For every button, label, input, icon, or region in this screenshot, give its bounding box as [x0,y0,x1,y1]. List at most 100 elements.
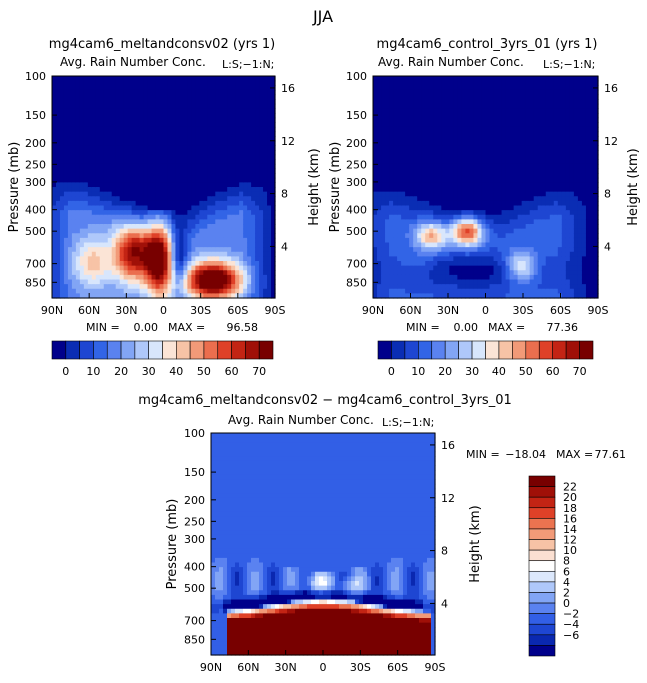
heatmap-cell [179,256,185,262]
heatmap-cell [91,140,97,146]
heatmap-cell [91,279,97,285]
heatmap-cell [143,163,149,170]
heatmap-cell [215,261,220,267]
heatmap-cell [493,103,499,109]
heatmap-cell [231,191,236,197]
heatmap-cell [425,145,430,151]
heatmap-cell [553,154,559,160]
heatmap-cell [211,168,216,174]
heatmap-cell [115,196,121,202]
heatmap-cell [183,288,188,294]
heatmap-cell [449,274,454,281]
heatmap-cell [215,247,220,253]
heatmap-cell [421,173,426,179]
heatmap-cell [55,126,61,133]
heatmap-cell [199,228,204,234]
heatmap-cell [457,173,462,179]
heatmap-cell [103,163,109,170]
heatmap-cell [115,99,121,105]
heatmap-cell [163,103,169,109]
heatmap-cell [493,136,499,142]
heatmap-cell [381,224,386,230]
heatmap-cell [187,187,192,193]
heatmap-cell [481,126,487,133]
heatmap-cell [393,145,398,151]
heatmap-cell [521,113,527,119]
heatmap-cell [247,284,252,290]
heatmap-cell [199,210,204,216]
heatmap-cell [52,265,57,271]
heatmap-cell [477,140,483,146]
heatmap-cell [67,242,73,248]
heatmap-cell [171,140,177,146]
heatmap-cell [409,284,414,290]
heatmap-cell [557,89,563,96]
heatmap-cell [255,251,260,257]
heatmap-cell [99,210,105,216]
heatmap-cell [207,177,212,183]
heatmap-cell [207,168,212,174]
heatmap-cell [195,103,200,109]
heatmap-cell [71,150,77,156]
heatmap-cell [389,154,394,160]
heatmap-cell [441,94,446,100]
heatmap-cell [385,274,390,281]
heatmap-cell [75,228,81,234]
heatmap-cell [445,200,450,207]
heatmap-cell [437,150,442,156]
heatmap-cell [473,117,479,123]
heatmap-cell [417,163,422,170]
heatmap-cell [433,122,438,128]
heatmap-cell [199,200,204,207]
heatmap-cell [191,108,196,114]
heatmap-cell [52,256,57,262]
heatmap-cell [501,113,507,119]
heatmap-cell [155,219,161,225]
heatmap-cell [171,163,177,170]
heatmap-cell [437,279,442,285]
heatmap-cell [267,219,272,225]
heatmap-cell [389,163,394,170]
heatmap-cell [171,242,177,248]
heatmap-cell [263,159,268,165]
heatmap-cell [159,214,165,220]
heatmap-cell [521,274,527,281]
heatmap-cell [207,242,212,248]
heatmap-cell [409,159,414,165]
heatmap-cell [461,117,467,123]
heatmap-cell [509,200,515,207]
heatmap-cell [405,85,410,91]
heatmap-cell [199,284,204,290]
heatmap-cell [99,154,105,160]
heatmap-cell [489,247,495,253]
heatmap-cell [55,159,61,165]
heatmap-cell [549,94,555,100]
heatmap-cell [207,256,212,262]
heatmap-cell [63,117,69,123]
heatmap-cell [549,126,555,133]
heatmap-cell [489,126,495,133]
heatmap-cell [259,145,264,151]
heatmap-cell [79,251,85,257]
heatmap-cell [521,182,527,188]
heatmap-cell [55,145,61,151]
heatmap-cell [259,89,264,96]
heatmap-cell [517,219,523,225]
heatmap-cell [501,219,507,225]
heatmap-cell [401,256,406,262]
heatmap-cell [175,279,181,285]
heatmap-cell [171,159,177,165]
heatmap-cell [75,210,81,216]
heatmap-cell [469,237,475,244]
heatmap-cell [393,136,398,142]
heatmap-cell [127,187,133,193]
heatmap-cell [381,150,386,156]
heatmap-cell [393,117,398,123]
heatmap-cell [167,233,173,239]
heatmap-cell [55,80,61,86]
heatmap-cell [139,214,145,220]
heatmap-cell [259,293,264,299]
heatmap-cell [55,122,61,128]
heatmap-cell [231,274,236,281]
heatmap-cell [425,261,430,267]
